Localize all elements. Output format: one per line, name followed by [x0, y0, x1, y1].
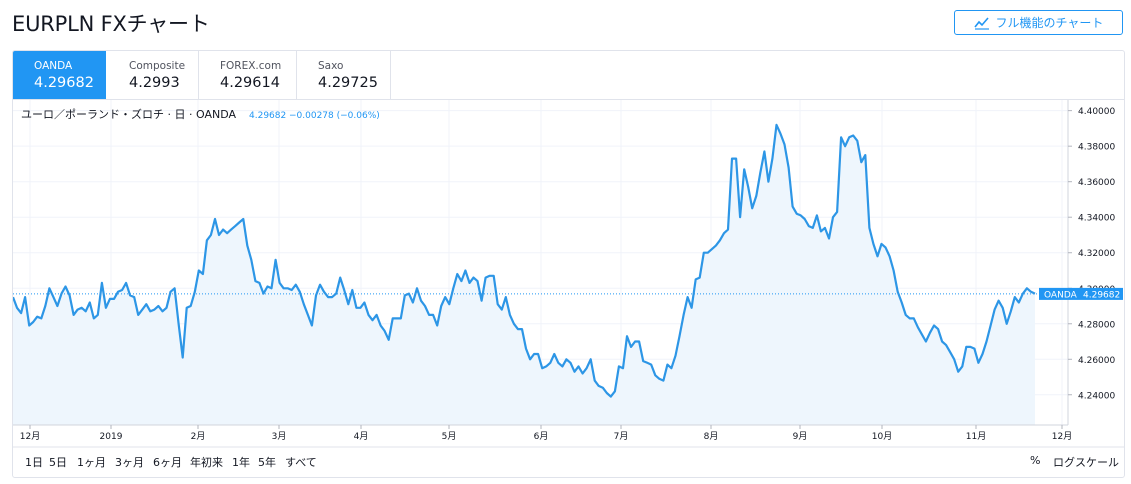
full-chart-button[interactable]: フル機能のチャート — [954, 10, 1123, 35]
legend-symbol: ユーロ／ポーランド・ズロチ · 日 · OANDA — [21, 107, 236, 121]
x-tick-label: 4月 — [354, 431, 369, 442]
range-5y[interactable]: 5年 — [258, 456, 276, 469]
x-axis-ticks: 12月 2019 2月 3月 4月 5月 6月 7月 8月 9月 10月 11月 12月 — [20, 425, 1072, 442]
last-price-label: OANDA 4.29682 — [1039, 287, 1123, 300]
range-all[interactable]: すべて — [285, 456, 317, 469]
chart-card: OANDA 4.29682 Composite 4.2993 FOREX.com… — [12, 50, 1125, 478]
x-tick-label: 3月 — [272, 431, 287, 442]
page-title: EURPLN FXチャート — [12, 12, 210, 36]
range-5d[interactable]: 5日 — [49, 456, 67, 469]
last-price-badge — [1039, 287, 1123, 300]
tab-name: FOREX.com — [220, 60, 282, 72]
y-axis-ticks: 4.400004.380004.360004.340004.320004.300… — [1068, 107, 1115, 401]
x-tick-label: 6月 — [534, 431, 549, 442]
y-tick-label: 4.32000 — [1078, 249, 1115, 259]
range-3m[interactable]: 3ヶ月 — [115, 456, 144, 469]
y-tick-label: 4.38000 — [1078, 143, 1115, 153]
tab-oanda[interactable]: OANDA 4.29682 — [13, 51, 106, 100]
y-tick-label: 4.40000 — [1078, 107, 1115, 117]
range-1d[interactable]: 1日 — [25, 456, 43, 469]
y-tick-label: 4.24000 — [1078, 391, 1115, 401]
y-tick-label: 4.28000 — [1078, 320, 1115, 330]
tab-value: 4.29725 — [318, 75, 378, 91]
tab-name: OANDA — [34, 60, 73, 72]
range-6m[interactable]: 6ヶ月 — [153, 456, 182, 469]
y-tick-label: 4.36000 — [1078, 178, 1115, 188]
x-tick-label: 12月 — [20, 431, 40, 442]
x-tick-label: 2月 — [191, 431, 206, 442]
y-tick-label: 4.26000 — [1078, 356, 1115, 366]
range-ytd[interactable]: 年初来 — [190, 456, 223, 469]
price-line — [13, 123, 1036, 398]
legend-change: −0.00278 (−0.06%) — [289, 111, 380, 121]
log-scale-toggle[interactable]: ログスケール — [1053, 456, 1119, 469]
tab-value: 4.2993 — [129, 75, 180, 91]
range-1m[interactable]: 1ヶ月 — [77, 456, 106, 469]
x-tick-label: 2019 — [100, 432, 123, 442]
tab-name: Composite — [129, 60, 186, 72]
tab-value: 4.29614 — [220, 75, 280, 91]
x-tick-label: 7月 — [614, 431, 629, 442]
y-tick-label: 4.34000 — [1078, 214, 1115, 224]
last-price-badge-name: OANDA — [1044, 290, 1078, 300]
tab-name: Saxo — [318, 60, 344, 72]
x-tick-label: 12月 — [1052, 431, 1072, 442]
chart-line-icon — [973, 16, 989, 30]
x-tick-label: 8月 — [704, 431, 719, 442]
percent-toggle[interactable]: % — [1030, 454, 1041, 467]
x-tick-label: 5月 — [442, 431, 457, 442]
price-area-fill — [13, 124, 1035, 426]
tabs-divider — [13, 99, 1124, 100]
x-tick-label: 9月 — [793, 431, 808, 442]
price-chart[interactable]: 12月 2019 2月 3月 4月 5月 6月 7月 8月 9月 10月 11月 12月 4.40000… — [13, 51, 1124, 477]
x-tick-label: 11月 — [966, 431, 986, 442]
x-tick-label: 10月 — [872, 431, 892, 442]
legend-last-value: 4.29682 — [249, 111, 286, 121]
tab-value: 4.29682 — [34, 75, 94, 91]
full-chart-button-label: フル機能のチャート — [995, 16, 1104, 30]
bottom-toolbar: 1日 5日 1ヶ月 3ヶ月 6ヶ月 年初来 1年 5年 すべて % ログスケール — [13, 448, 1124, 477]
range-1y[interactable]: 1年 — [232, 456, 250, 469]
tab-composite[interactable]: Composite 4.2993 — [106, 51, 199, 100]
last-price-badge-value: 4.29682 — [1083, 290, 1120, 300]
